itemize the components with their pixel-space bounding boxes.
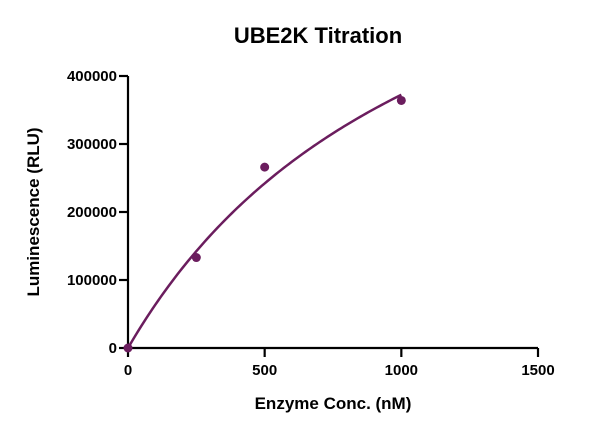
data-points (123, 95, 406, 353)
y-axis-label: Luminescence (RLU) (24, 127, 43, 296)
fit-curve (126, 93, 402, 349)
x-tick-label: 1000 (385, 362, 418, 379)
y-tick-label: 100000 (67, 272, 117, 289)
chart-title: UBE2K Titration (234, 23, 402, 48)
x-axis-ticks: 0 500 1000 1500 (124, 348, 555, 379)
x-axis-label: Enzyme Conc. (nM) (255, 394, 412, 413)
data-point (123, 343, 133, 353)
y-tick-label: 300000 (67, 136, 117, 153)
x-tick-label: 0 (124, 362, 132, 379)
y-tick-label: 400000 (67, 68, 117, 85)
data-point (396, 95, 406, 105)
y-tick-label: 0 (109, 340, 117, 357)
x-tick-label: 1500 (521, 362, 554, 379)
data-point (191, 253, 201, 263)
data-point (260, 162, 270, 172)
y-tick-label: 200000 (67, 204, 117, 221)
x-tick-label: 500 (252, 362, 277, 379)
y-axis-ticks: 0 100000 200000 300000 400000 (67, 68, 128, 357)
